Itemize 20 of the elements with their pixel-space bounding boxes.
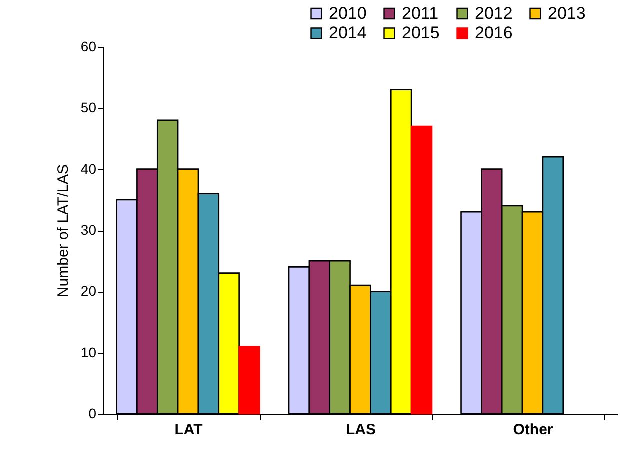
x-tick-label: LAT: [174, 422, 203, 438]
bar: [238, 346, 260, 415]
y-axis-title: Number of LAT/LAS: [54, 164, 72, 298]
y-tick-label: 30: [80, 222, 97, 238]
y-tick-label: 60: [80, 38, 97, 54]
x-tick-label: Other: [513, 422, 554, 438]
y-tick-label: 20: [80, 283, 97, 300]
legend-label: 2013: [548, 4, 586, 23]
legend-label: 2014: [329, 24, 367, 42]
legend-label: 2010: [329, 4, 367, 23]
y-tick-label: 10: [80, 344, 97, 360]
legend-label: 2012: [475, 4, 513, 23]
legend-label: 2016: [475, 24, 513, 42]
y-tick-label: 40: [80, 160, 97, 177]
x-tick-label: LAS: [346, 422, 376, 438]
y-tick-label: 0: [88, 406, 97, 422]
legend-label: 2015: [402, 24, 440, 42]
bar: [410, 126, 433, 415]
legend-label: 2011: [402, 4, 439, 23]
y-tick-label: 50: [80, 100, 97, 116]
